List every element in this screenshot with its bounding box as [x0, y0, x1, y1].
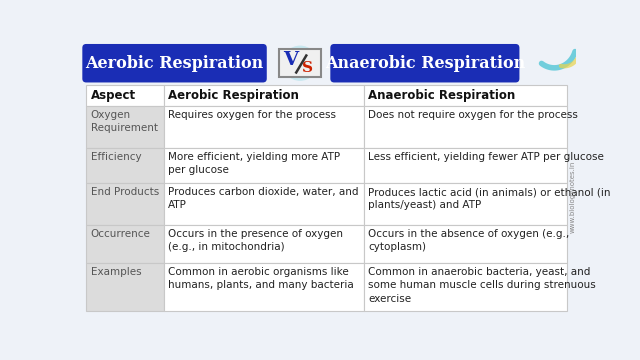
Bar: [164, 225, 364, 264]
Bar: [86, 183, 164, 225]
Bar: [364, 148, 566, 183]
Bar: [86, 85, 164, 106]
Bar: [364, 106, 566, 148]
Bar: [364, 264, 566, 311]
Bar: [164, 85, 364, 106]
Text: Produces lactic acid (in animals) or ethanol (in
plants/yeast) and ATP: Produces lactic acid (in animals) or eth…: [368, 187, 611, 210]
Text: Does not require oxygen for the process: Does not require oxygen for the process: [368, 110, 578, 120]
Text: Aerobic Respiration: Aerobic Respiration: [85, 55, 264, 72]
Text: Produces carbon dioxide, water, and
ATP: Produces carbon dioxide, water, and ATP: [168, 187, 359, 210]
Bar: [279, 49, 321, 77]
Text: Common in aerobic organisms like
humans, plants, and many bacteria: Common in aerobic organisms like humans,…: [168, 267, 354, 291]
Bar: [164, 148, 364, 183]
Bar: [164, 106, 364, 148]
Text: Requires oxygen for the process: Requires oxygen for the process: [168, 110, 337, 120]
Circle shape: [283, 46, 317, 80]
Text: Aspect: Aspect: [91, 89, 136, 102]
Bar: [86, 225, 164, 264]
Bar: [364, 183, 566, 225]
Text: Oxygen
Requirement: Oxygen Requirement: [91, 110, 158, 134]
Bar: [86, 106, 164, 148]
Text: Occurs in the absence of oxygen (e.g.,
cytoplasm): Occurs in the absence of oxygen (e.g., c…: [368, 229, 570, 252]
Bar: [164, 183, 364, 225]
Bar: [86, 264, 164, 311]
Text: Anaerobic Respiration: Anaerobic Respiration: [368, 89, 516, 102]
Text: Examples: Examples: [91, 267, 141, 277]
Bar: [86, 148, 164, 183]
Text: End Products: End Products: [91, 187, 159, 197]
Text: Occurrence: Occurrence: [91, 229, 151, 239]
Bar: [364, 225, 566, 264]
Text: Less efficient, yielding fewer ATP per glucose: Less efficient, yielding fewer ATP per g…: [368, 152, 604, 162]
Bar: [364, 85, 566, 106]
Text: Anaerobic Respiration: Anaerobic Respiration: [324, 55, 525, 72]
FancyBboxPatch shape: [83, 44, 267, 82]
Text: Aerobic Respiration: Aerobic Respiration: [168, 89, 300, 102]
Text: Common in anaerobic bacteria, yeast, and
some human muscle cells during strenuou: Common in anaerobic bacteria, yeast, and…: [368, 267, 596, 304]
Text: S: S: [302, 61, 314, 75]
Text: V: V: [284, 51, 298, 69]
Bar: [164, 264, 364, 311]
Text: www.biologynotes.in: www.biologynotes.in: [570, 161, 576, 233]
Text: Occurs in the presence of oxygen
(e.g., in mitochondria): Occurs in the presence of oxygen (e.g., …: [168, 229, 343, 252]
FancyBboxPatch shape: [330, 44, 520, 82]
Text: More efficient, yielding more ATP
per glucose: More efficient, yielding more ATP per gl…: [168, 152, 340, 175]
Text: Efficiency: Efficiency: [91, 152, 141, 162]
